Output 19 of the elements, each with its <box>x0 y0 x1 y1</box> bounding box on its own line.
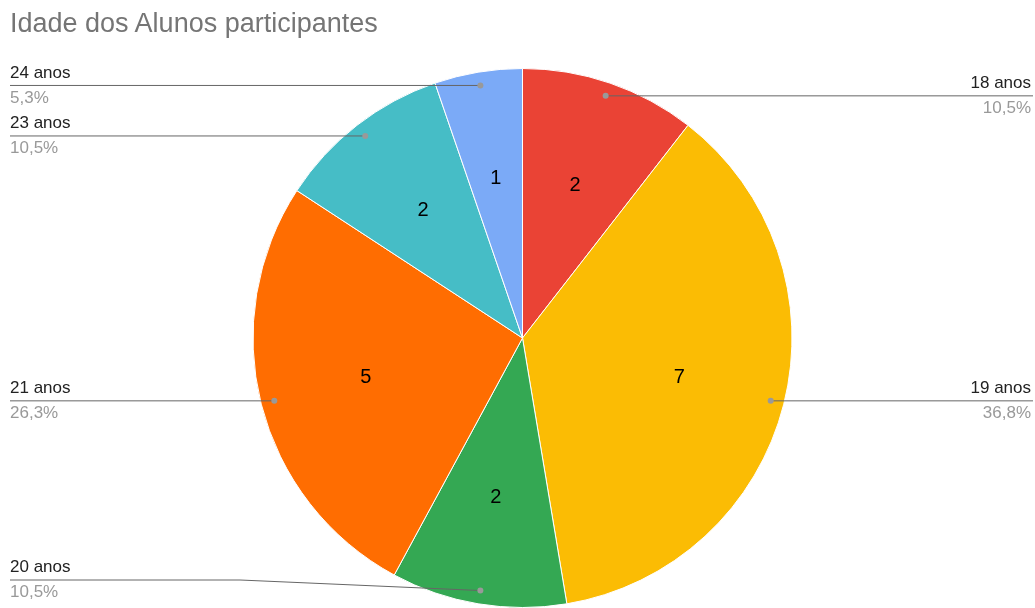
text: 10,5% <box>10 582 59 602</box>
data-label: 7 <box>673 365 685 388</box>
chart-title: Idade dos Alunos participantes <box>10 8 378 39</box>
text: 10,5% <box>982 98 1031 118</box>
text: 10,5% <box>10 138 59 158</box>
text: 26,3% <box>10 403 59 423</box>
data-label: 2 <box>417 197 429 220</box>
slice-label: 21 anos <box>10 378 71 398</box>
text: 36,8% <box>982 403 1031 423</box>
data-label: 2 <box>490 485 502 508</box>
text: 5,3% <box>10 87 49 107</box>
data-label: 5 <box>360 365 372 388</box>
data-label: 1 <box>490 166 502 189</box>
data-label: 2 <box>569 172 581 195</box>
slice-label: 24 anos <box>10 62 71 82</box>
slice-label: 18 anos <box>970 73 1031 93</box>
slice-label: 19 anos <box>970 378 1031 398</box>
slice-label: 20 anos <box>10 557 71 577</box>
slice-label: 23 anos <box>10 113 71 133</box>
